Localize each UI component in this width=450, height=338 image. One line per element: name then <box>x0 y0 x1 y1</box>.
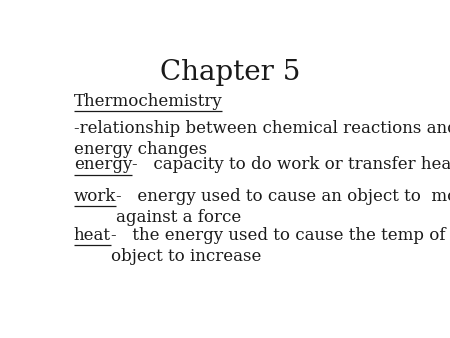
Text: Thermochemistry: Thermochemistry <box>74 93 222 110</box>
Text: energy: energy <box>74 156 132 173</box>
Text: -   the energy used to cause the temp of an
object to increase: - the energy used to cause the temp of a… <box>111 227 450 265</box>
Text: -relationship between chemical reactions and
energy changes: -relationship between chemical reactions… <box>74 120 450 158</box>
Text: heat: heat <box>74 227 111 244</box>
Text: -   energy used to cause an object to  move
against a force: - energy used to cause an object to move… <box>116 188 450 225</box>
Text: work: work <box>74 188 116 204</box>
Text: Chapter 5: Chapter 5 <box>161 59 301 86</box>
Text: -   capacity to do work or transfer heat: - capacity to do work or transfer heat <box>132 156 450 173</box>
